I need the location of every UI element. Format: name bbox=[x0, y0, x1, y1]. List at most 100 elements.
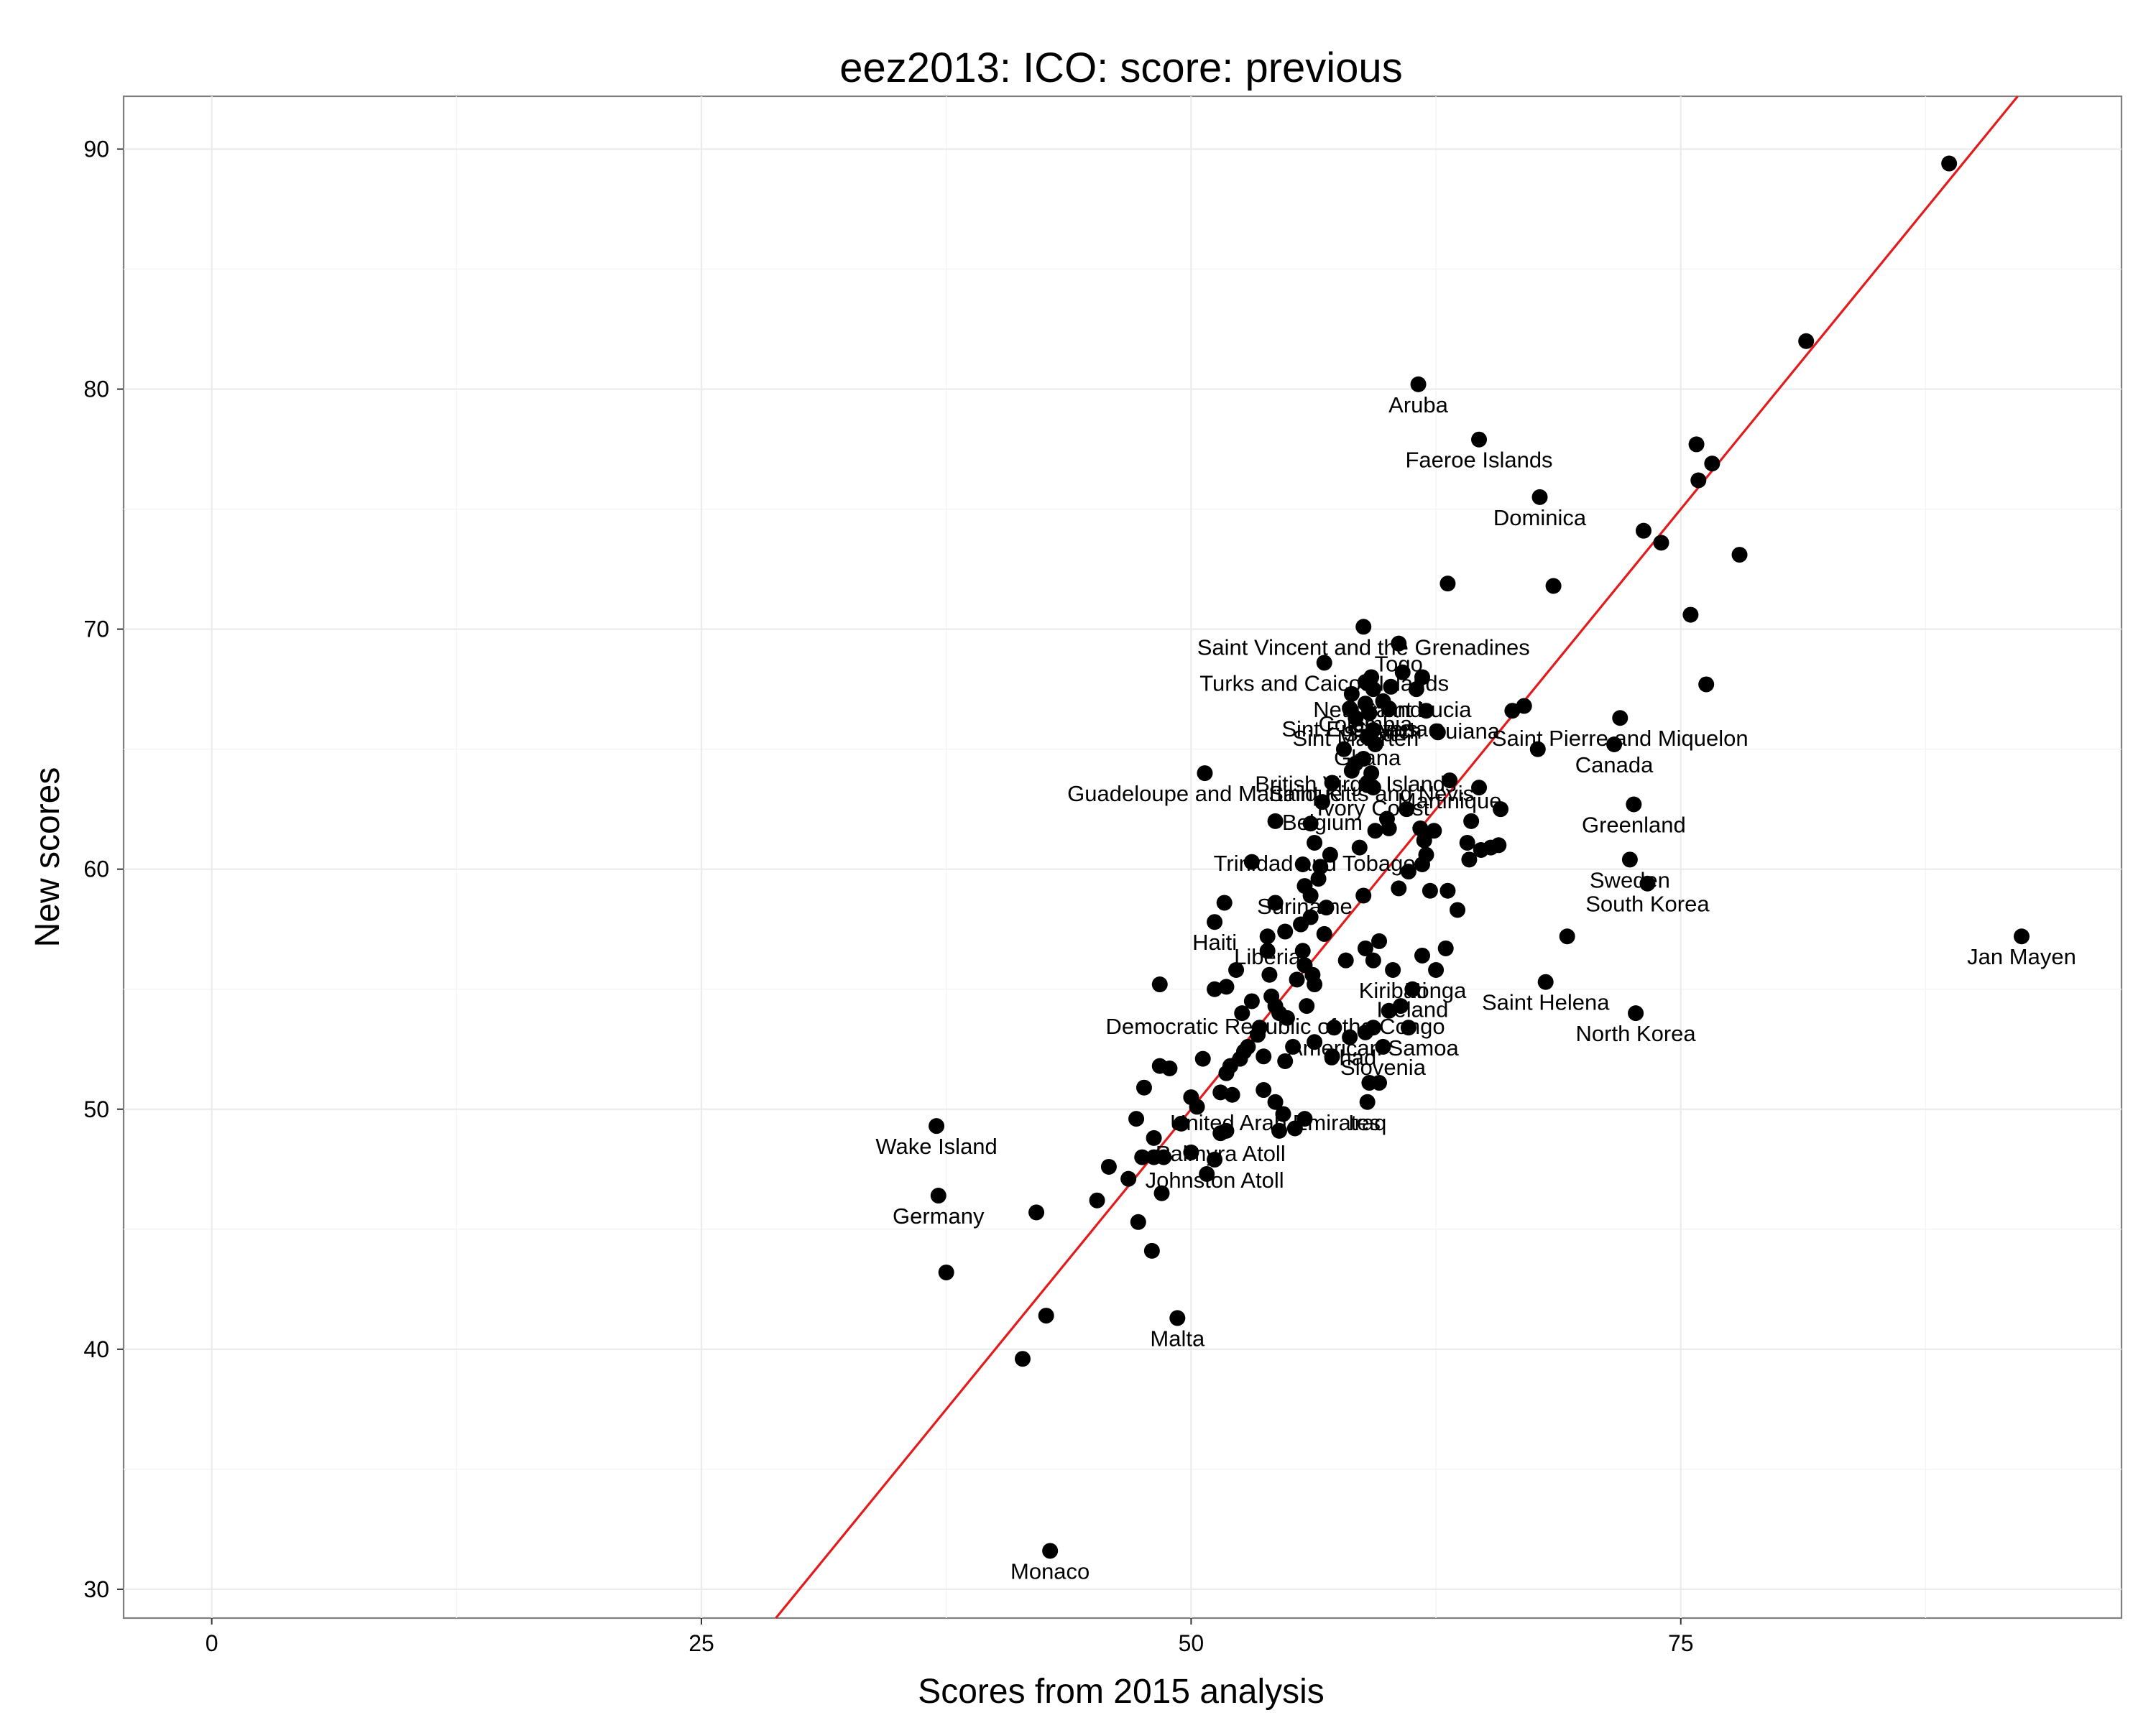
data-point bbox=[1337, 952, 1354, 969]
point-label: Togo bbox=[1375, 652, 1423, 677]
point-label: Faeroe Islands bbox=[1406, 448, 1553, 473]
data-point bbox=[1307, 976, 1323, 993]
data-point bbox=[1307, 1034, 1323, 1050]
data-point bbox=[1216, 895, 1233, 911]
data-point bbox=[1267, 1094, 1284, 1110]
axis-ticks: 0 25 50 75 30 40 50 60 70 80 90 bbox=[83, 136, 1693, 1656]
data-point bbox=[1408, 681, 1424, 698]
point-label: Saint Kitts and Nevis bbox=[1268, 781, 1474, 806]
data-point bbox=[1682, 606, 1699, 623]
data-point bbox=[1351, 839, 1368, 856]
y-tick-label: 40 bbox=[83, 1336, 109, 1362]
data-point bbox=[1471, 780, 1488, 796]
data-point bbox=[1256, 1048, 1272, 1065]
point-label: Trinidad and Tobago bbox=[1214, 851, 1416, 876]
data-point bbox=[1941, 155, 1958, 172]
x-tick-label: 25 bbox=[688, 1630, 714, 1656]
data-point bbox=[1322, 846, 1338, 863]
point-label: Sweden bbox=[1590, 867, 1670, 892]
data-point bbox=[1194, 1050, 1211, 1067]
data-point bbox=[1335, 741, 1352, 757]
data-point bbox=[1365, 681, 1381, 698]
y-axis-title: New scores bbox=[29, 767, 67, 948]
data-point bbox=[1156, 1149, 1172, 1165]
x-tick-label: 75 bbox=[1668, 1630, 1694, 1656]
data-point bbox=[1207, 914, 1223, 930]
data-point bbox=[1151, 976, 1168, 993]
data-point bbox=[1277, 923, 1294, 940]
data-point bbox=[1359, 777, 1376, 793]
data-point bbox=[1135, 1079, 1152, 1096]
point-label: South Korea bbox=[1585, 892, 1710, 917]
data-point bbox=[1348, 710, 1364, 726]
data-point bbox=[1153, 1185, 1170, 1201]
data-point bbox=[1606, 736, 1623, 752]
point-label: Greenland bbox=[1582, 813, 1686, 838]
data-point bbox=[1326, 1020, 1342, 1036]
data-point bbox=[1635, 522, 1651, 539]
data-point bbox=[1310, 871, 1327, 887]
y-tick-label: 90 bbox=[83, 136, 109, 162]
data-point bbox=[1383, 678, 1399, 695]
data-point bbox=[1183, 1144, 1199, 1160]
data-point bbox=[1355, 887, 1372, 904]
point-label: Sint Eustatius bbox=[1281, 716, 1418, 741]
data-point bbox=[1243, 993, 1260, 1009]
data-point bbox=[1294, 856, 1311, 873]
data-point bbox=[1391, 635, 1407, 652]
point-label: Sint Maarten bbox=[1292, 726, 1419, 751]
data-point bbox=[1698, 676, 1715, 693]
data-point bbox=[1302, 887, 1319, 904]
data-point bbox=[1529, 741, 1546, 757]
data-point bbox=[2014, 928, 2030, 945]
point-label: Saint Vincent and the Grenadines bbox=[1197, 634, 1530, 660]
gridlines bbox=[124, 96, 2122, 1618]
data-point bbox=[1318, 900, 1335, 916]
point-label: Haiti bbox=[1192, 930, 1237, 955]
point-label: Iraq bbox=[1348, 1110, 1386, 1135]
data-point bbox=[938, 1264, 954, 1280]
data-point bbox=[1212, 1125, 1229, 1142]
data-point bbox=[1414, 856, 1430, 873]
data-point bbox=[1312, 859, 1329, 875]
data-point bbox=[1259, 928, 1276, 945]
y-tick-label: 70 bbox=[83, 616, 109, 642]
point-label: Netherlands bbox=[1313, 697, 1433, 722]
chart-title: eez2013: ICO: score: previous bbox=[839, 45, 1402, 91]
data-point bbox=[1798, 333, 1815, 349]
point-label: Malta bbox=[1150, 1326, 1205, 1351]
data-point bbox=[1355, 619, 1372, 635]
data-point bbox=[1256, 1082, 1272, 1099]
data-point bbox=[1399, 801, 1415, 818]
data-point bbox=[1243, 854, 1260, 870]
point-label: Saint Pierre and Miquelon bbox=[1492, 726, 1749, 751]
data-point bbox=[1385, 962, 1401, 979]
point-label: Ivory Coast bbox=[1317, 795, 1429, 821]
point-label: Belgium bbox=[1282, 810, 1363, 835]
data-point bbox=[1286, 1120, 1303, 1137]
data-point bbox=[1545, 578, 1562, 594]
point-label: French Guiana bbox=[1353, 719, 1501, 744]
data-point bbox=[1371, 1075, 1388, 1091]
point-label: Iceland bbox=[1376, 997, 1448, 1022]
data-point bbox=[929, 1118, 945, 1135]
data-point bbox=[1161, 1060, 1178, 1076]
y-tick-label: 80 bbox=[83, 376, 109, 402]
y-tick-label: 50 bbox=[83, 1096, 109, 1122]
data-point bbox=[1537, 974, 1554, 990]
data-point bbox=[1100, 1158, 1117, 1175]
data-point bbox=[1463, 813, 1480, 829]
data-point bbox=[1359, 1094, 1376, 1110]
data-point bbox=[1612, 710, 1628, 726]
data-point bbox=[1279, 1009, 1295, 1026]
data-point bbox=[1393, 998, 1409, 1015]
data-point bbox=[1128, 1111, 1145, 1127]
point-label: Suriname bbox=[1257, 894, 1353, 919]
x-axis-title: Scores from 2015 analysis bbox=[918, 1673, 1325, 1711]
data-point bbox=[1261, 966, 1278, 983]
data-point bbox=[1461, 851, 1478, 868]
data-point bbox=[1285, 1038, 1302, 1055]
data-point bbox=[1471, 431, 1488, 448]
reference-line-layer bbox=[775, 95, 2019, 1620]
